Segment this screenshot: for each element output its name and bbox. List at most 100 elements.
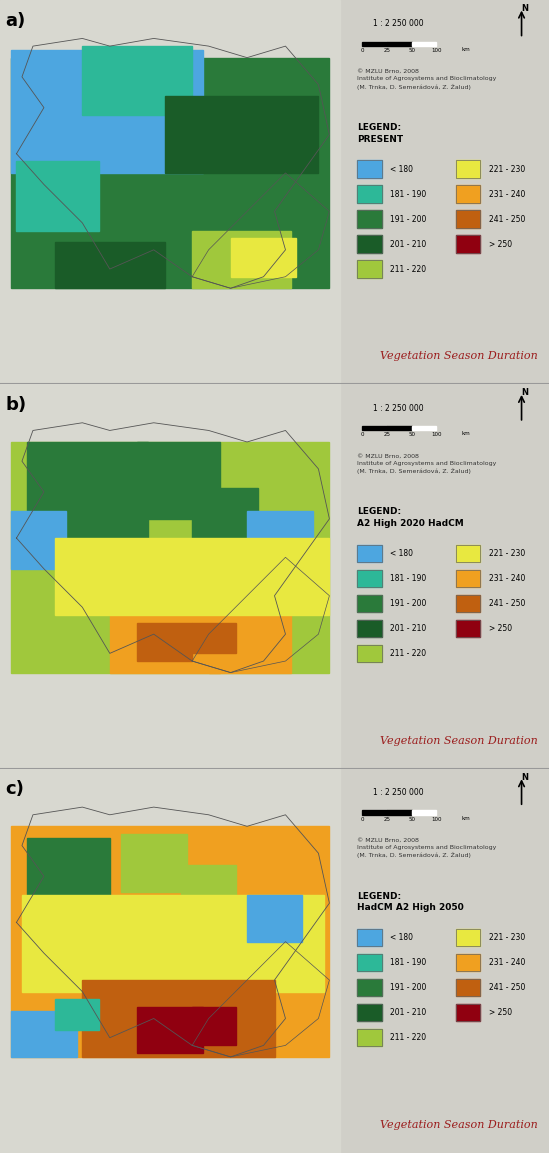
Bar (209, 603, 291, 672)
Text: N: N (522, 3, 528, 13)
Bar (357, 235, 382, 253)
Bar (412, 42, 436, 46)
Bar (357, 186, 382, 203)
Bar (357, 929, 382, 947)
Bar (357, 620, 382, 636)
Text: 100: 100 (431, 432, 442, 437)
Bar (357, 595, 382, 612)
Text: 50: 50 (408, 48, 415, 53)
Text: 25: 25 (384, 816, 390, 822)
Bar (165, 96, 318, 173)
Bar (362, 42, 387, 46)
Bar (11, 511, 66, 568)
Text: < 180: < 180 (390, 933, 413, 942)
Text: 100: 100 (431, 48, 442, 53)
Text: N: N (522, 389, 528, 397)
Text: 211 - 220: 211 - 220 (390, 649, 426, 658)
Bar (362, 811, 387, 815)
Text: 191 - 200: 191 - 200 (390, 984, 426, 993)
Bar (456, 186, 480, 203)
Text: < 180: < 180 (390, 165, 413, 174)
Text: 221 - 230: 221 - 230 (489, 933, 525, 942)
Text: c): c) (5, 781, 24, 798)
Bar (362, 425, 387, 430)
Bar (357, 570, 382, 587)
Text: N: N (522, 773, 528, 782)
Text: 241 - 250: 241 - 250 (489, 598, 525, 608)
Bar (456, 235, 480, 253)
Bar (456, 570, 480, 587)
Text: © MZLU Brno, 2008
Institute of Agrosystems and Bioclimatology
(M. Trnka, D. Seme: © MZLU Brno, 2008 Institute of Agrosyste… (357, 838, 496, 859)
Text: © MZLU Brno, 2008
Institute of Agrosystems and Bioclimatology
(M. Trnka, D. Seme: © MZLU Brno, 2008 Institute of Agrosyste… (357, 453, 496, 474)
Bar (137, 442, 220, 519)
Text: LEGEND:
A2 High 2020 HadCM: LEGEND: A2 High 2020 HadCM (357, 507, 463, 528)
Text: 211 - 220: 211 - 220 (390, 1033, 426, 1042)
Bar (192, 623, 236, 654)
Bar (247, 896, 302, 942)
Bar (27, 838, 110, 922)
Bar (456, 1004, 480, 1022)
Bar (137, 1007, 203, 1053)
Text: LEGEND:
PRESENT: LEGEND: PRESENT (357, 123, 403, 144)
Text: 201 - 210: 201 - 210 (390, 240, 426, 249)
Bar (456, 620, 480, 636)
Bar (11, 50, 203, 173)
Bar (0, 0, 340, 384)
Bar (192, 231, 291, 288)
Bar (357, 261, 382, 278)
Text: 25: 25 (384, 432, 390, 437)
Bar (55, 538, 329, 615)
Bar (357, 160, 382, 178)
Text: 181 - 190: 181 - 190 (390, 189, 426, 198)
Text: 50: 50 (408, 432, 415, 437)
Text: 241 - 250: 241 - 250 (489, 214, 525, 224)
Bar (456, 210, 480, 228)
Text: 191 - 200: 191 - 200 (390, 598, 426, 608)
Bar (357, 1030, 382, 1047)
Bar (456, 979, 480, 996)
Bar (456, 929, 480, 947)
Text: 241 - 250: 241 - 250 (489, 984, 525, 993)
Bar (456, 210, 480, 228)
Bar (456, 929, 480, 947)
Bar (192, 488, 258, 545)
Text: 201 - 210: 201 - 210 (390, 624, 426, 633)
Bar (11, 58, 329, 288)
Bar (231, 239, 296, 277)
Bar (362, 811, 387, 815)
Bar (357, 645, 382, 662)
Bar (357, 235, 382, 253)
Text: 0: 0 (361, 48, 364, 53)
Bar (11, 442, 329, 672)
Bar (357, 210, 382, 228)
Bar (456, 544, 480, 562)
Bar (357, 186, 382, 203)
Text: 100: 100 (431, 816, 442, 822)
Text: 0: 0 (361, 816, 364, 822)
Bar (412, 425, 436, 430)
Text: 221 - 230: 221 - 230 (489, 165, 525, 174)
Bar (387, 811, 412, 815)
Bar (357, 645, 382, 662)
Bar (357, 1004, 382, 1022)
Text: 181 - 190: 181 - 190 (390, 574, 426, 583)
Bar (0, 384, 340, 769)
Bar (456, 570, 480, 587)
Bar (456, 595, 480, 612)
Bar (456, 160, 480, 178)
Bar (362, 42, 387, 46)
Text: km: km (461, 47, 470, 52)
Text: Vegetation Season Duration: Vegetation Season Duration (380, 736, 538, 746)
Text: Vegetation Season Duration: Vegetation Season Duration (380, 352, 538, 361)
Bar (22, 896, 324, 992)
Text: 211 - 220: 211 - 220 (390, 264, 426, 273)
Text: 1 : 2 250 000: 1 : 2 250 000 (373, 787, 424, 797)
Bar (11, 1011, 77, 1057)
Bar (110, 603, 220, 672)
Bar (456, 186, 480, 203)
Bar (357, 1030, 382, 1047)
Bar (192, 1007, 236, 1046)
Text: 50: 50 (408, 816, 415, 822)
Bar (0, 769, 340, 1153)
Text: Vegetation Season Duration: Vegetation Season Duration (380, 1120, 538, 1130)
